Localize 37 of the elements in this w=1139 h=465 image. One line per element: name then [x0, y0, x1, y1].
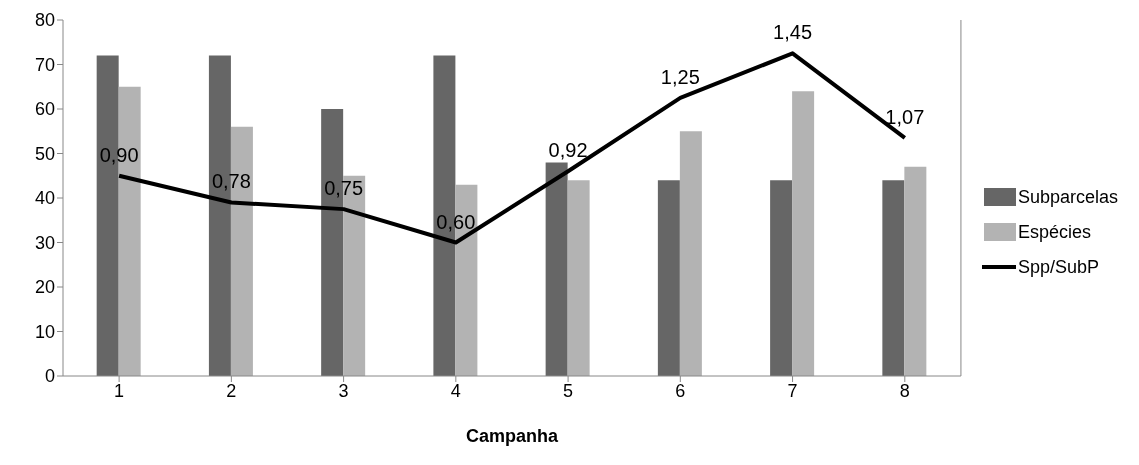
data-label: 0,60	[436, 210, 476, 233]
bar	[679, 131, 702, 376]
y-tick-label: 60	[34, 99, 55, 120]
data-label: 1,45	[773, 21, 813, 44]
data-label: 1,07	[885, 105, 925, 128]
y-tick-label: 10	[34, 321, 55, 342]
y-tick-label: 50	[34, 143, 55, 164]
data-label: 0,90	[99, 143, 139, 166]
y-tick-label: 70	[34, 54, 55, 75]
y-tick-label: 40	[34, 188, 55, 209]
y-tick-label: 20	[34, 277, 55, 298]
x-axis-title: Campanha	[465, 426, 559, 446]
x-tick-label: 6	[675, 380, 686, 401]
bar	[882, 180, 905, 376]
x-tick-label: 4	[450, 380, 461, 401]
bar	[567, 180, 590, 376]
bar	[545, 162, 568, 376]
x-tick-label: 7	[787, 380, 798, 401]
bar	[770, 180, 793, 376]
bar	[657, 180, 680, 376]
bar	[792, 91, 815, 376]
bar	[904, 166, 927, 376]
data-label: 0,75	[324, 177, 364, 200]
data-label: 1,25	[660, 65, 700, 88]
x-tick-label: 5	[563, 380, 574, 401]
y-tick-label: 30	[34, 232, 55, 253]
legend-label: Spp/SubP	[1017, 256, 1099, 278]
legend-label: Espécies	[1017, 221, 1091, 243]
y-tick-label: 0	[44, 366, 55, 387]
legend-label: Subparcelas	[1017, 186, 1118, 208]
data-label: 0,92	[548, 139, 588, 162]
y-tick-label: 80	[34, 10, 55, 31]
x-tick-label: 8	[899, 380, 910, 401]
data-label: 0,78	[211, 170, 251, 193]
x-tick-label: 3	[338, 380, 349, 401]
x-tick-label: 1	[114, 380, 125, 401]
x-tick-label: 2	[226, 380, 237, 401]
